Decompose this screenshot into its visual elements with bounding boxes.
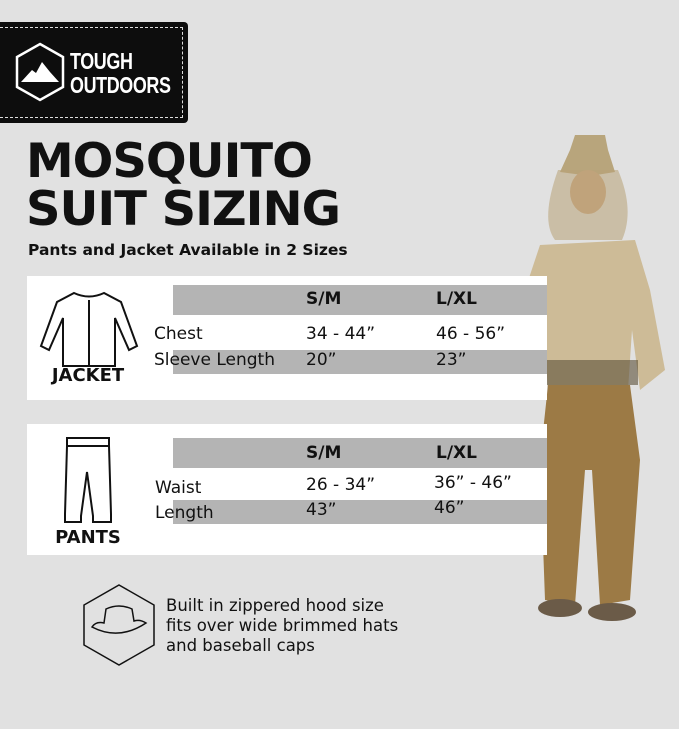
header-sm: S/M xyxy=(306,443,342,463)
logo-text-2: OUTDOORS xyxy=(70,72,171,98)
model-in-mosquito-suit xyxy=(508,135,665,621)
brand-logo: TOUGH OUTDOORS xyxy=(0,22,188,123)
header-lxl: L/XL xyxy=(436,289,477,309)
mountain-hexagon-icon xyxy=(15,42,65,102)
jacket-label: JACKET xyxy=(51,365,125,386)
row-label: Length xyxy=(155,503,214,523)
row-label: Chest xyxy=(154,324,203,344)
pants-icon xyxy=(64,437,112,523)
page-title: MOSQUITO SUIT SIZING xyxy=(26,134,341,237)
pants-size-panel: PANTS S/M L/XL Waist 26 - 34” 36” - 46” … xyxy=(27,424,547,555)
pants-label: PANTS xyxy=(55,527,121,548)
jacket-size-panel: JACKET S/M L/XL Chest 34 - 44” 46 - 56” … xyxy=(27,276,547,400)
row-label: Waist xyxy=(155,478,202,498)
cell-value: 46” xyxy=(434,498,465,518)
subtitle: Pants and Jacket Available in 2 Sizes xyxy=(28,241,348,259)
logo-text-1: TOUGH xyxy=(70,48,133,74)
row-label: Sleeve Length xyxy=(154,350,275,370)
cell-value: 46 - 56” xyxy=(436,324,506,344)
cell-value: 23” xyxy=(436,350,467,370)
cell-value: 20” xyxy=(306,350,337,370)
jacket-icon xyxy=(39,291,139,367)
hood-feature-text: Built in zippered hood size fits over wid… xyxy=(166,596,399,655)
header-sm: S/M xyxy=(306,289,342,309)
cell-value: 43” xyxy=(306,500,337,520)
brimmed-hat-hexagon-icon xyxy=(83,584,155,666)
cell-value: 36” - 46” xyxy=(434,473,512,493)
header-lxl: L/XL xyxy=(436,443,477,463)
cell-value: 26 - 34” xyxy=(306,475,376,495)
cell-value: 34 - 44” xyxy=(306,324,376,344)
